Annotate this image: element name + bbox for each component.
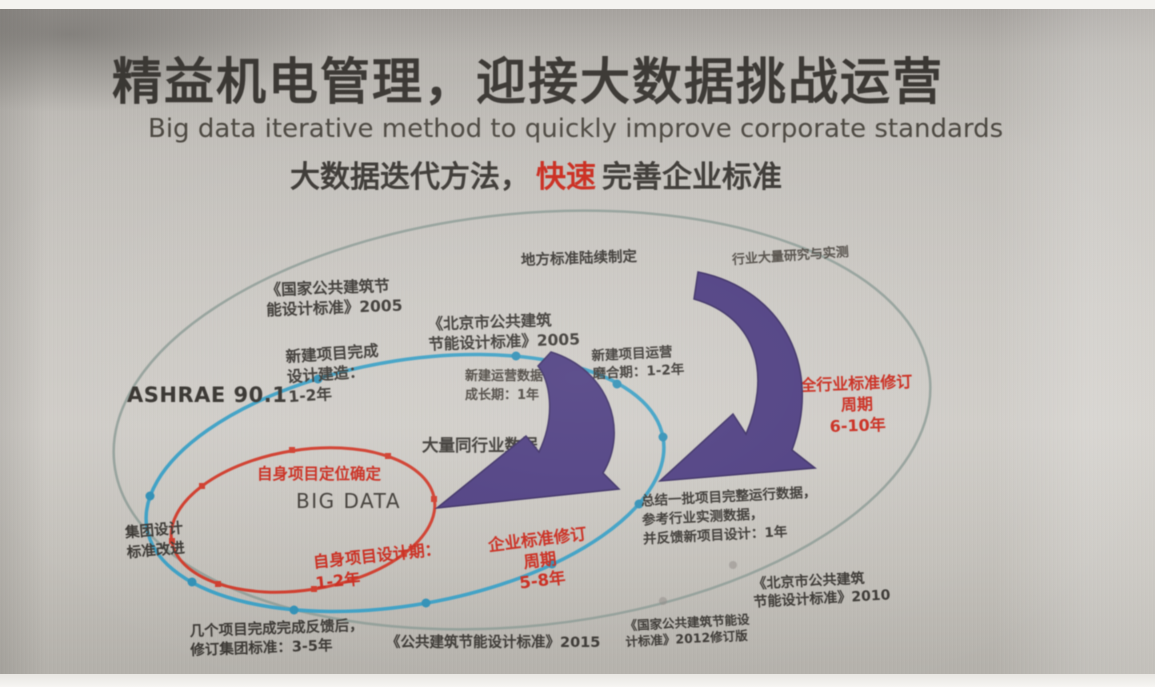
- enterprise-cycle-point-markers: [145, 351, 668, 615]
- stray-dot: [659, 597, 667, 605]
- industry-cycle-ellipse: [112, 209, 932, 631]
- label-public-std-2015: 《公共建筑节能设计标准》2015: [386, 634, 600, 653]
- bottom-white-strip: [0, 674, 1155, 687]
- handle-point: [289, 447, 295, 453]
- slide-title: 精益机电管理，迎接大数据挑战运营: [112, 42, 944, 114]
- label-big-data: BIG DATA: [296, 488, 401, 514]
- subtitle-chinese-pre: 大数据迭代方法，: [290, 160, 530, 195]
- top-white-strip: [0, 0, 1155, 9]
- industry-cycle-arrow: [657, 271, 817, 482]
- handle-point: [385, 453, 391, 459]
- subtitle-chinese-post: 完善企业标准: [602, 160, 782, 195]
- curve-point: [612, 379, 622, 389]
- handle-point: [169, 538, 175, 544]
- subtitle-english: Big data iterative method to quickly imp…: [148, 114, 1003, 144]
- handle-point: [311, 586, 317, 592]
- subtitle-chinese: 大数据迭代方法，快速完善企业标准: [290, 152, 782, 196]
- enterprise-cycle-arrow: [434, 351, 621, 510]
- curve-point: [421, 598, 431, 608]
- handle-point: [431, 496, 437, 502]
- stray-dot: [729, 561, 737, 569]
- handle-point: [401, 551, 407, 557]
- curve-point: [658, 432, 668, 442]
- curve-point: [313, 374, 323, 384]
- label-ashrae-90-1: ASHRAE 90.1: [127, 382, 287, 409]
- label-self-positioning: 自身项目定位确定: [257, 464, 381, 484]
- subtitle-chinese-highlight: 快速: [536, 160, 596, 195]
- curve-point: [145, 491, 155, 501]
- curve-point: [289, 605, 299, 615]
- curve-point: [511, 351, 521, 361]
- curve-point: [547, 559, 557, 569]
- label-new-operation-data: 新建运营数据 成长期：1年: [465, 368, 543, 406]
- curve-point: [634, 499, 644, 509]
- handle-point: [199, 483, 205, 489]
- curve-point: [187, 577, 197, 587]
- big-data-cycle-handles: [169, 447, 437, 592]
- handle-point: [215, 581, 221, 587]
